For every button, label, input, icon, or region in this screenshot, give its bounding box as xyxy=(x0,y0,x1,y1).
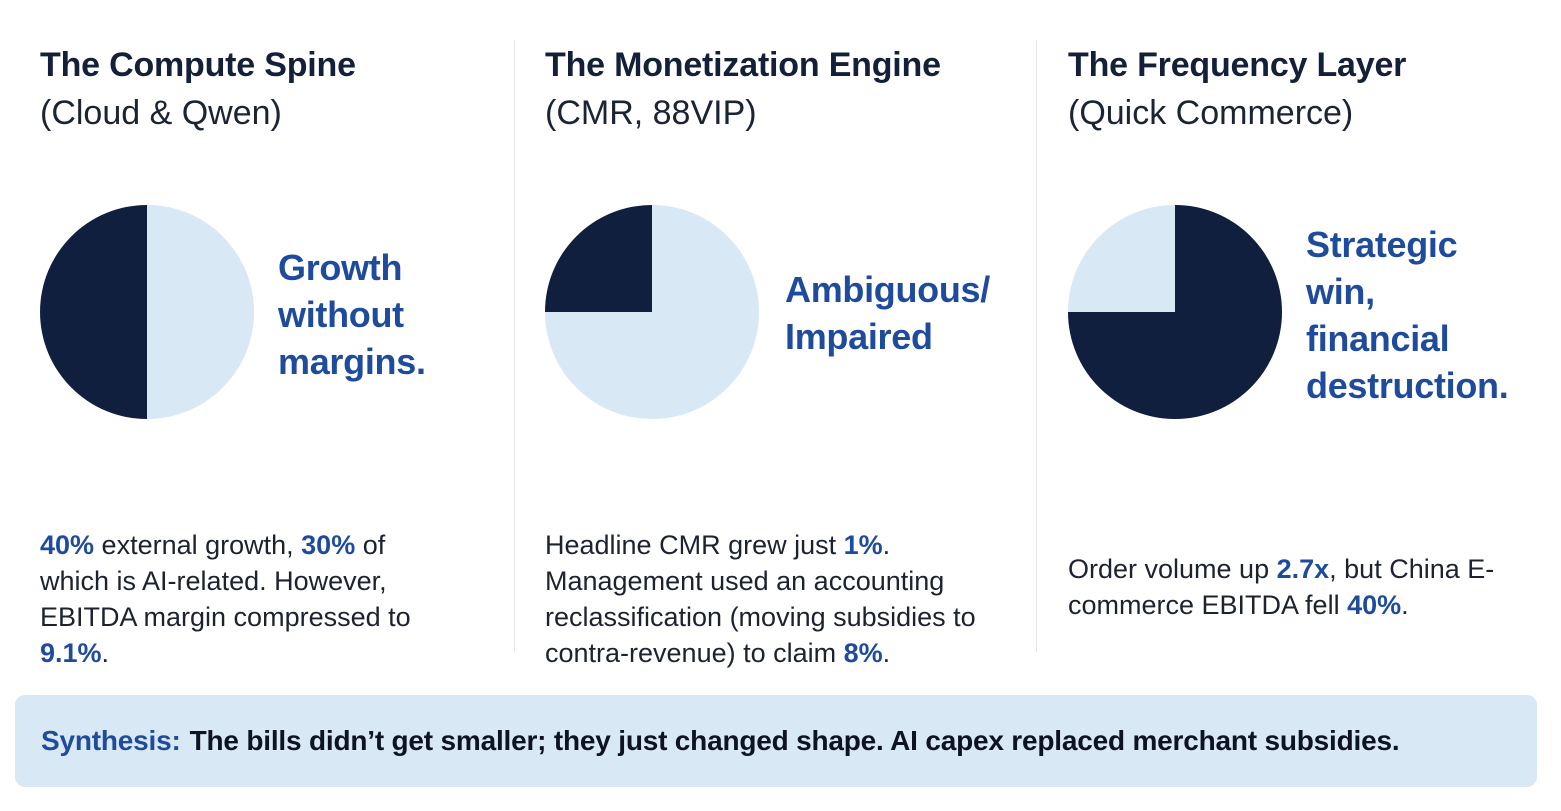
description-segment: 2.7x xyxy=(1276,554,1330,584)
synthesis-text: The bills didn’t get smaller; they just … xyxy=(189,725,1400,756)
description-segment: 40% xyxy=(40,530,95,560)
description-segment: 1% xyxy=(843,530,883,560)
verdict-text: Strategic win, financial destruction. xyxy=(1306,221,1556,409)
verdict-line: without xyxy=(278,294,404,335)
column-title: The Frequency Layer xyxy=(1068,46,1407,84)
column-frequency-layer: The Frequency Layer (Quick Commerce) Str… xyxy=(1068,40,1548,650)
description-segment: 30% xyxy=(301,530,356,560)
description-segment: 8% xyxy=(843,638,883,668)
column-title: The Monetization Engine xyxy=(545,46,941,84)
verdict-line: Ambiguous/ xyxy=(785,269,990,310)
column-compute-spine: The Compute Spine (Cloud & Qwen) Growth … xyxy=(40,40,510,668)
pie-chart xyxy=(40,205,254,419)
verdict-line: financial xyxy=(1306,318,1450,359)
column-divider xyxy=(514,40,515,652)
description-segment: . xyxy=(1401,590,1409,620)
description-segment: . xyxy=(101,638,110,668)
pie-dark-slice xyxy=(40,205,147,419)
pie-chart xyxy=(1068,205,1282,419)
verdict-line: destruction. xyxy=(1306,365,1509,406)
pie-dark-slice xyxy=(545,205,652,312)
description-segment: 40% xyxy=(1347,590,1402,620)
column-description: Order volume up 2.7x, but China E-commer… xyxy=(1068,551,1538,623)
verdict-line: margins. xyxy=(278,341,426,382)
verdict-line: Growth xyxy=(278,247,403,288)
verdict-text: Growth without margins. xyxy=(278,244,508,385)
verdict-line: win, xyxy=(1306,271,1375,312)
column-monetization-engine: The Monetization Engine (CMR, 88VIP) Amb… xyxy=(545,40,1015,668)
description-segment: Headline CMR grew just xyxy=(545,530,844,560)
column-description: Headline CMR grew just 1%. Management us… xyxy=(545,527,1015,671)
column-subtitle: (Quick Commerce) xyxy=(1068,94,1354,132)
column-divider xyxy=(1036,40,1037,652)
verdict-text: Ambiguous/ Impaired xyxy=(785,266,1025,360)
synthesis-banner: Synthesis: The bills didn’t get smaller;… xyxy=(15,695,1537,787)
description-segment: of which is AI-related. However, EBITDA … xyxy=(40,530,411,632)
description-segment: 9.1% xyxy=(40,638,102,668)
pie-dark-slice xyxy=(1068,205,1282,419)
synthesis-label: Synthesis: xyxy=(41,725,181,756)
column-description: 40% external growth, 30% of which is AI-… xyxy=(40,527,460,671)
column-subtitle: (Cloud & Qwen) xyxy=(40,94,282,132)
verdict-line: Impaired xyxy=(785,316,933,357)
column-title: The Compute Spine xyxy=(40,46,356,84)
verdict-line: Strategic xyxy=(1306,224,1458,265)
description-segment: , but China E-commerce EBITDA fell xyxy=(1068,554,1495,620)
description-segment: external growth, xyxy=(94,530,302,560)
column-subtitle: (CMR, 88VIP) xyxy=(545,94,757,132)
pie-chart xyxy=(545,205,759,419)
description-segment: Order volume up xyxy=(1068,554,1277,584)
description-segment: . Management used an accounting reclassi… xyxy=(545,530,976,668)
description-segment: . xyxy=(882,638,891,668)
